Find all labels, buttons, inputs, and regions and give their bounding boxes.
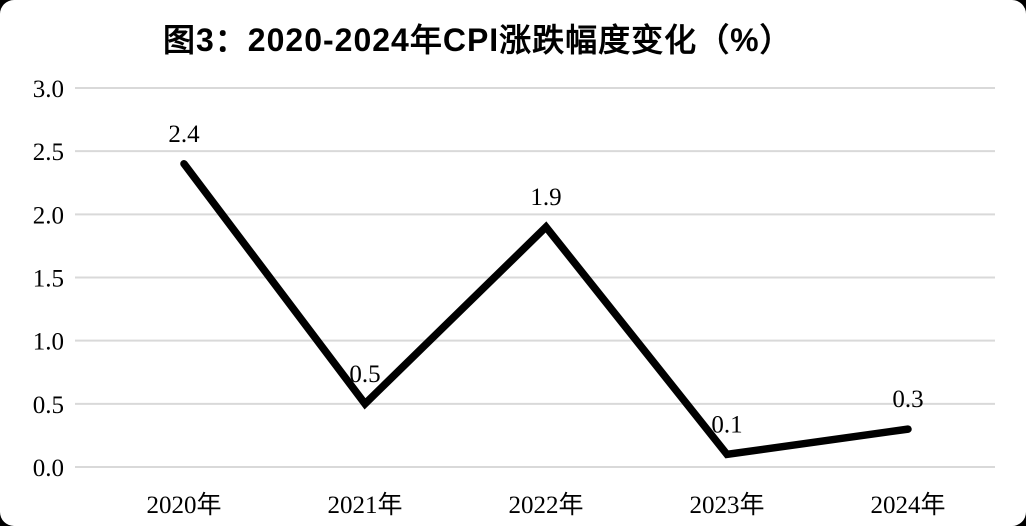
y-axis-tick-label: 2.5 (33, 139, 64, 166)
y-axis-tick-label: 0.5 (33, 392, 64, 419)
y-axis-tick-label: 3.0 (33, 76, 64, 103)
x-axis-tick-label: 2022年 (508, 491, 583, 519)
data-point-label: 0.5 (349, 361, 380, 388)
data-point-label: 0.1 (711, 411, 742, 438)
y-axis-tick-label: 2.0 (33, 202, 64, 229)
x-axis-tick-label: 2024年 (870, 491, 945, 519)
y-axis-tick-label: 0.0 (33, 455, 64, 482)
y-axis-tick-label: 1.0 (33, 329, 64, 356)
data-point-label: 0.3 (892, 386, 923, 413)
data-point-label: 2.4 (168, 121, 200, 148)
cpi-series-line (180, 160, 912, 459)
x-axis-tick-label: 2020年 (146, 491, 221, 519)
data-point-label: 1.9 (530, 184, 561, 211)
x-axis-tick-label: 2023年 (689, 491, 764, 519)
y-axis-tick-label: 1.5 (33, 266, 64, 293)
chart-title: 图3：2020-2024年CPI涨跌幅度变化（%） (163, 22, 793, 58)
x-axis-tick-label: 2021年 (327, 491, 402, 519)
